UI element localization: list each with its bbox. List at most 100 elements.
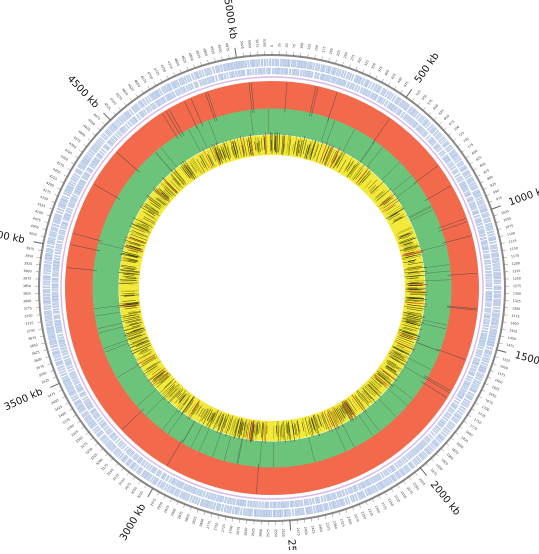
- scale-tick: [420, 468, 426, 476]
- minor-tick-label: 4350: [68, 141, 77, 149]
- feature-ring-inner: [226, 73, 228, 79]
- minor-tick-label: 2400: [318, 524, 324, 533]
- feature-ring-inner: [54, 320, 60, 323]
- scale-tick: [93, 133, 96, 136]
- feature-ring-outer: [44, 313, 51, 316]
- minor-tick-label: 2375: [325, 522, 331, 531]
- feature-ring-inner: [68, 368, 74, 371]
- minor-tick-label: 3250: [85, 447, 94, 455]
- minor-tick-label: 4525: [103, 102, 111, 111]
- minor-tick-label: 2350: [332, 520, 338, 529]
- minor-tick-label: 2475: [296, 527, 301, 536]
- feature-ring-inner: [224, 497, 227, 503]
- feature-ring-outer: [229, 506, 232, 513]
- feature-ring-inner: [243, 70, 245, 76]
- feature-ring-outer: [493, 304, 500, 306]
- feature-ring-outer: [52, 224, 59, 228]
- feature-ring-inner: [486, 294, 492, 296]
- feature-ring-inner: [485, 305, 491, 307]
- minor-tick-label: 3450: [50, 398, 59, 405]
- minor-tick-label: 1975: [429, 468, 437, 477]
- feature-ring-inner: [53, 303, 59, 305]
- scale-tick: [415, 472, 417, 475]
- minor-tick-label: 3400: [58, 411, 67, 419]
- minor-tick-label: 425: [390, 73, 397, 80]
- feature-ring-inner: [233, 499, 236, 505]
- feature-ring-outer: [51, 348, 58, 351]
- minor-tick-label: 2875: [177, 511, 184, 520]
- feature-ring-outer: [232, 507, 234, 514]
- major-tick-label: 3500 kb: [3, 387, 45, 414]
- scale-tick: [98, 128, 101, 131]
- feature-ring-inner: [255, 69, 257, 75]
- feature-ring-inner: [297, 70, 299, 76]
- minor-tick-label: 675: [448, 119, 455, 126]
- minor-tick-label: 750: [462, 137, 469, 144]
- feature-ring-inner: [485, 266, 491, 268]
- feature-ring-inner: [311, 72, 313, 78]
- feature-ring-inner: [486, 299, 492, 301]
- major-tick-label: 2000 kb: [428, 479, 462, 517]
- feature-ring-inner: [53, 311, 59, 314]
- minor-tick-label: 4750: [160, 64, 167, 73]
- minor-tick-label: 2850: [184, 513, 191, 522]
- minor-tick-label: 4275: [56, 161, 65, 169]
- feature-ring-outer: [273, 510, 274, 517]
- minor-tick-label: 2050: [412, 482, 420, 491]
- feature-ring-outer: [256, 59, 258, 66]
- feature-ring-outer: [46, 321, 53, 324]
- feature-ring-inner: [255, 501, 257, 507]
- feature-ring-outer: [43, 291, 50, 293]
- feature-ring-inner: [483, 325, 489, 327]
- feature-ring-outer: [261, 510, 264, 517]
- minor-tick-label: 3300: [75, 435, 84, 443]
- feature-ring-inner: [52, 294, 58, 296]
- feature-ring-outer: [261, 59, 263, 66]
- feature-ring-inner: [294, 69, 297, 75]
- feature-ring-outer: [489, 241, 496, 243]
- minor-tick-label: 625: [438, 109, 445, 116]
- minor-tick-label: 950: [493, 189, 500, 195]
- minor-tick-label: 1100: [507, 231, 516, 237]
- minor-tick-label: 1575: [497, 371, 506, 378]
- minor-tick-label: 4200: [45, 181, 54, 188]
- minor-tick-label: 825: [475, 155, 482, 162]
- green-ring: [106, 122, 439, 455]
- feature-ring-inner: [297, 500, 300, 506]
- minor-tick-label: 2425: [310, 525, 315, 534]
- feature-ring-outer: [43, 273, 50, 275]
- minor-tick-label: 4600: [121, 88, 129, 97]
- feature-ring-outer: [487, 231, 494, 234]
- minor-tick-label: 2125: [393, 494, 401, 503]
- feature-ring-outer: [245, 60, 247, 67]
- minor-tick-label: 5050: [247, 40, 252, 48]
- minor-tick-label: 775: [467, 143, 474, 150]
- feature-ring-inner: [247, 69, 249, 75]
- minor-tick-label: 3125: [112, 473, 120, 482]
- scale-tick: [428, 112, 431, 115]
- feature-ring-inner: [54, 258, 60, 260]
- scale-tick: [121, 468, 124, 471]
- scale-tick: [127, 472, 129, 475]
- minor-tick-label: 3850: [23, 284, 31, 288]
- feature-ring-inner: [484, 260, 490, 262]
- feature-ring-inner: [52, 274, 58, 277]
- minor-tick-label: 3800: [23, 299, 31, 303]
- feature-ring-outer: [43, 284, 50, 285]
- minor-tick-label: 4025: [29, 231, 38, 237]
- feature-ring-inner: [52, 300, 58, 302]
- feature-ring-inner: [306, 499, 309, 505]
- minor-tick-label: 1475: [506, 343, 515, 349]
- feature-ring-outer: [492, 255, 499, 258]
- minor-tick-label: 725: [458, 131, 465, 138]
- feature-ring-inner: [290, 501, 292, 507]
- minor-tick-label: 2650: [243, 527, 248, 536]
- feature-ring-outer: [47, 245, 54, 247]
- feature-ring-inner: [323, 495, 326, 501]
- scale-tick: [464, 421, 467, 423]
- minor-tick-label: 1675: [485, 398, 494, 405]
- feature-ring-outer: [494, 275, 501, 277]
- feature-ring-inner: [283, 502, 286, 508]
- minor-tick-label: 3875: [23, 276, 31, 280]
- minor-tick-label: 925: [490, 182, 497, 188]
